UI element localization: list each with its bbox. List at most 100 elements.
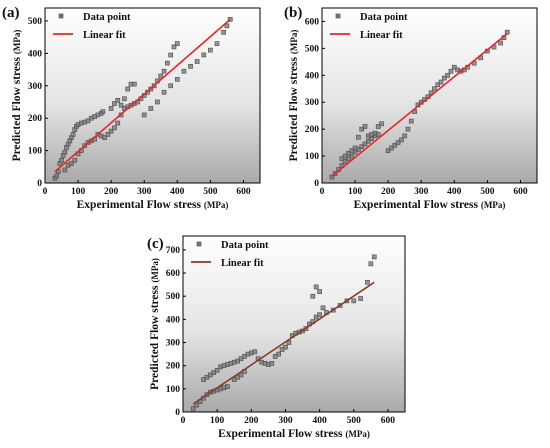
y-tick-label: 500 <box>305 44 320 54</box>
data-point <box>317 312 322 318</box>
y-tick-label: 300 <box>305 98 320 108</box>
data-point <box>346 156 351 162</box>
data-point <box>448 68 454 74</box>
y-tick-label: 0 <box>37 179 42 189</box>
data-point <box>358 296 363 301</box>
x-axis-unit: (MPa) <box>345 429 370 439</box>
x-tick-label: 100 <box>71 187 86 197</box>
x-tick-label: 0 <box>320 187 325 197</box>
y-axis-title: Predicted Flow stress (MPa) <box>11 30 23 162</box>
y-tick-label: 100 <box>166 385 181 395</box>
data-point <box>442 75 447 81</box>
data-point <box>276 351 281 357</box>
x-tick-label: 400 <box>170 187 185 197</box>
data-point <box>351 298 357 304</box>
x-tick-label: 100 <box>348 187 363 197</box>
plot-background <box>183 236 405 412</box>
panel-label: (c) <box>147 236 164 252</box>
data-point <box>85 118 91 124</box>
y-axis-unit: (MPa) <box>150 258 160 283</box>
x-axis-unit: (MPa) <box>204 200 229 210</box>
data-point <box>118 102 124 108</box>
y-axis-label: Predicted Flow stress <box>288 54 300 161</box>
data-point <box>102 135 107 140</box>
data-point <box>252 349 258 355</box>
data-point <box>168 83 174 89</box>
panel-label: (a) <box>2 5 20 21</box>
data-point <box>349 148 355 154</box>
data-point <box>108 106 114 111</box>
y-axis-label: Predicted Flow stress <box>11 54 23 161</box>
data-point <box>62 167 68 173</box>
data-point <box>188 63 193 69</box>
x-axis-label: Experimental Flow stress <box>218 428 345 440</box>
data-point <box>371 254 377 260</box>
data-point <box>125 86 131 92</box>
y-tick-label: 500 <box>166 292 181 302</box>
data-point <box>208 47 213 53</box>
data-point <box>105 132 111 137</box>
x-tick-label: 200 <box>244 416 259 426</box>
data-point <box>451 64 457 70</box>
data-point <box>399 137 404 143</box>
x-tick-label: 100 <box>210 416 225 426</box>
x-tick-label: 300 <box>137 187 152 197</box>
data-point <box>342 159 348 164</box>
data-point <box>320 305 326 311</box>
panel-label: (b) <box>284 5 302 21</box>
y-tick-label: 200 <box>305 125 320 135</box>
legend: Data point Linear fit <box>330 12 408 41</box>
x-tick-label: 500 <box>347 416 362 426</box>
data-layer <box>52 16 233 181</box>
data-point <box>359 126 365 132</box>
legend-label-linear-fit: Linear fit <box>83 30 126 41</box>
data-point <box>395 140 401 145</box>
data-point <box>112 101 117 106</box>
data-point <box>115 120 121 126</box>
data-point <box>161 89 167 95</box>
data-point <box>171 44 177 50</box>
y-tick-label: 400 <box>305 71 320 81</box>
data-point <box>498 40 503 46</box>
panel-b: (b) 0 100 200 300 400 500 600 0 100 200 300 400 500 60… <box>284 5 538 211</box>
data-point <box>362 141 368 147</box>
y-tick-label: 400 <box>166 315 181 325</box>
x-tick-label: 0 <box>43 187 48 197</box>
data-point <box>375 124 381 129</box>
data-point <box>131 81 137 87</box>
x-tick-label: 400 <box>447 187 462 197</box>
data-point <box>161 68 167 74</box>
data-point <box>174 41 180 46</box>
data-point <box>112 125 117 131</box>
data-point <box>194 402 200 408</box>
data-point <box>385 148 391 154</box>
linear-fit-line <box>192 281 375 405</box>
data-point <box>408 118 414 124</box>
data-point <box>389 145 394 151</box>
data-point <box>405 126 411 132</box>
data-point <box>72 157 78 163</box>
data-point <box>438 79 444 85</box>
legend-label-data-point: Data point <box>83 12 131 23</box>
data-point <box>283 344 288 350</box>
x-tick-label: 600 <box>381 416 396 426</box>
x-tick-label: 0 <box>181 416 186 426</box>
data-point <box>165 60 170 66</box>
data-point <box>54 173 59 179</box>
legend-label-linear-fit: Linear fit <box>360 30 403 41</box>
plot-background <box>45 8 260 183</box>
legend-label-linear-fit: Linear fit <box>221 258 264 269</box>
data-point <box>365 138 371 144</box>
data-point <box>174 76 180 82</box>
x-tick-label: 600 <box>236 187 251 197</box>
data-point <box>122 96 127 102</box>
panel-a: (a) 0 100 200 300 400 500 600 0 100 200 300 400 500 Ex… <box>2 5 261 211</box>
y-axis-label: Predicted Flow stress <box>149 283 161 390</box>
y-tick-label: 0 <box>314 179 319 189</box>
x-axis-title: Experimental Flow stress (MPa) <box>354 199 506 211</box>
linear-fit-line <box>54 18 231 173</box>
y-axis-unit: (MPa) <box>12 30 22 55</box>
data-point <box>313 284 319 290</box>
data-point <box>70 132 76 137</box>
